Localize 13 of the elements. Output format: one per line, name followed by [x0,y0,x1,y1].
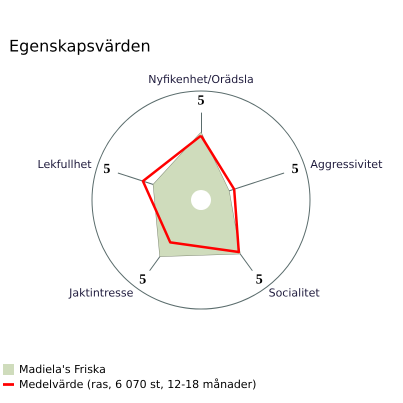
text: 5 [139,272,146,288]
spoke-label: Jaktintresse [68,286,134,300]
chart-title: Egenskapsvärden [9,36,151,56]
legend-label: Medelvärde (ras, 6 070 st, 12-18 månader) [19,378,256,391]
text: 5 [292,162,299,177]
spoke-label: Nyfikenhet/Orädsla [148,73,254,86]
legend-label: Madiela's Friska [19,363,106,376]
text: 5 [256,272,263,288]
spoke-label: Socialitet [268,286,320,300]
text: 5 [198,94,204,108]
text: 5 [103,162,110,177]
spoke-label: Lekfullhet [38,158,92,171]
spoke-label: Aggressivitet [310,158,384,171]
